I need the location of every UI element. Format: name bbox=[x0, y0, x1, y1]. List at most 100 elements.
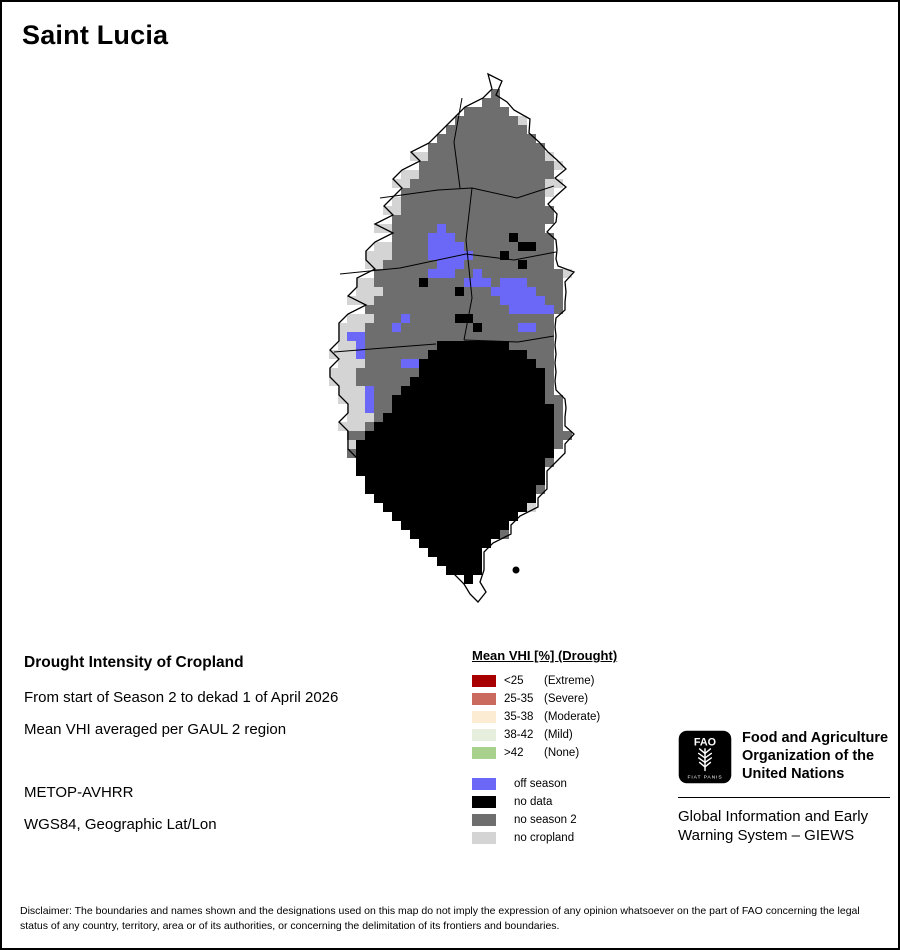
map-cell bbox=[491, 476, 500, 485]
map-cell bbox=[392, 233, 401, 242]
map-cell bbox=[464, 530, 473, 539]
map-cell bbox=[482, 296, 491, 305]
map-cell bbox=[491, 269, 500, 278]
map-cell bbox=[356, 332, 365, 341]
map-cell bbox=[455, 539, 464, 548]
map-cell bbox=[410, 350, 419, 359]
map-cell bbox=[545, 278, 554, 287]
map-cell bbox=[401, 395, 410, 404]
map-cell bbox=[509, 188, 518, 197]
map-cell bbox=[437, 449, 446, 458]
map-cell bbox=[464, 575, 473, 584]
map-cell bbox=[500, 404, 509, 413]
legend-item-none: >42 (None) bbox=[472, 744, 687, 762]
map-cell bbox=[410, 368, 419, 377]
region-boundary bbox=[463, 335, 555, 343]
map-cell bbox=[437, 440, 446, 449]
map-cell bbox=[410, 188, 419, 197]
map-cell bbox=[491, 305, 500, 314]
map-cell bbox=[509, 305, 518, 314]
legend-swatch-no-season-2 bbox=[472, 814, 496, 826]
map-cell bbox=[419, 350, 428, 359]
map-cell bbox=[392, 386, 401, 395]
map-cell bbox=[509, 404, 518, 413]
map-cell bbox=[365, 287, 374, 296]
map-cell bbox=[464, 413, 473, 422]
map-cell bbox=[419, 206, 428, 215]
map-cell bbox=[356, 440, 365, 449]
map-cell bbox=[428, 170, 437, 179]
map-cell bbox=[518, 116, 527, 125]
map-cell bbox=[374, 224, 383, 233]
map-cell bbox=[401, 422, 410, 431]
map-cell bbox=[464, 521, 473, 530]
map-cell bbox=[482, 305, 491, 314]
map-cell bbox=[437, 305, 446, 314]
map-cell bbox=[437, 548, 446, 557]
map-cell bbox=[455, 413, 464, 422]
map-cell bbox=[509, 215, 518, 224]
map-cell bbox=[401, 512, 410, 521]
legend-swatch-extreme bbox=[472, 675, 496, 687]
map-cell bbox=[509, 395, 518, 404]
map-cell bbox=[509, 440, 518, 449]
map-cell bbox=[545, 215, 554, 224]
map-cell bbox=[464, 143, 473, 152]
map-cell bbox=[509, 422, 518, 431]
map-cell bbox=[455, 332, 464, 341]
map-cell bbox=[401, 278, 410, 287]
map-cell bbox=[554, 179, 563, 188]
map-cell bbox=[509, 350, 518, 359]
map-cell bbox=[473, 260, 482, 269]
map-cell bbox=[401, 242, 410, 251]
map-cell bbox=[401, 341, 410, 350]
map-cell bbox=[392, 287, 401, 296]
map-cell bbox=[437, 332, 446, 341]
map-cell bbox=[446, 431, 455, 440]
map-cell bbox=[554, 278, 563, 287]
legend-swatch-mild bbox=[472, 729, 496, 741]
map-cell bbox=[473, 224, 482, 233]
map-cell bbox=[428, 386, 437, 395]
map-cell bbox=[437, 224, 446, 233]
map-cell bbox=[527, 431, 536, 440]
map-cell bbox=[419, 287, 428, 296]
map-cell bbox=[536, 458, 545, 467]
map-cell bbox=[437, 278, 446, 287]
map-cell bbox=[374, 467, 383, 476]
map-cell bbox=[482, 377, 491, 386]
map-cell bbox=[509, 161, 518, 170]
map-cell bbox=[437, 269, 446, 278]
giews-label: Global Information and Early Warning Sys… bbox=[678, 808, 869, 845]
map-cell bbox=[365, 422, 374, 431]
map-cell bbox=[356, 404, 365, 413]
map-cell bbox=[455, 125, 464, 134]
map-cell bbox=[536, 440, 545, 449]
map-cell bbox=[365, 395, 374, 404]
map-cell bbox=[428, 521, 437, 530]
map-cell bbox=[419, 269, 428, 278]
map-cell bbox=[401, 206, 410, 215]
map-cell bbox=[446, 224, 455, 233]
map-cell bbox=[383, 323, 392, 332]
map-cell bbox=[518, 368, 527, 377]
map-cell bbox=[428, 512, 437, 521]
map-cell bbox=[518, 350, 527, 359]
map-cell bbox=[527, 422, 536, 431]
map-cell bbox=[347, 296, 356, 305]
map-cell bbox=[545, 341, 554, 350]
map-cell bbox=[482, 359, 491, 368]
map-cell bbox=[536, 323, 545, 332]
map-cell bbox=[419, 422, 428, 431]
map-cell bbox=[473, 476, 482, 485]
map-cell bbox=[545, 260, 554, 269]
map-cell bbox=[347, 377, 356, 386]
map-cell bbox=[491, 287, 500, 296]
fao-logo-text: FAO bbox=[694, 736, 716, 748]
map-cell bbox=[410, 206, 419, 215]
map-cell bbox=[410, 431, 419, 440]
map-cell bbox=[455, 134, 464, 143]
map-cell bbox=[527, 260, 536, 269]
map-cell bbox=[383, 413, 392, 422]
map-cell bbox=[356, 296, 365, 305]
